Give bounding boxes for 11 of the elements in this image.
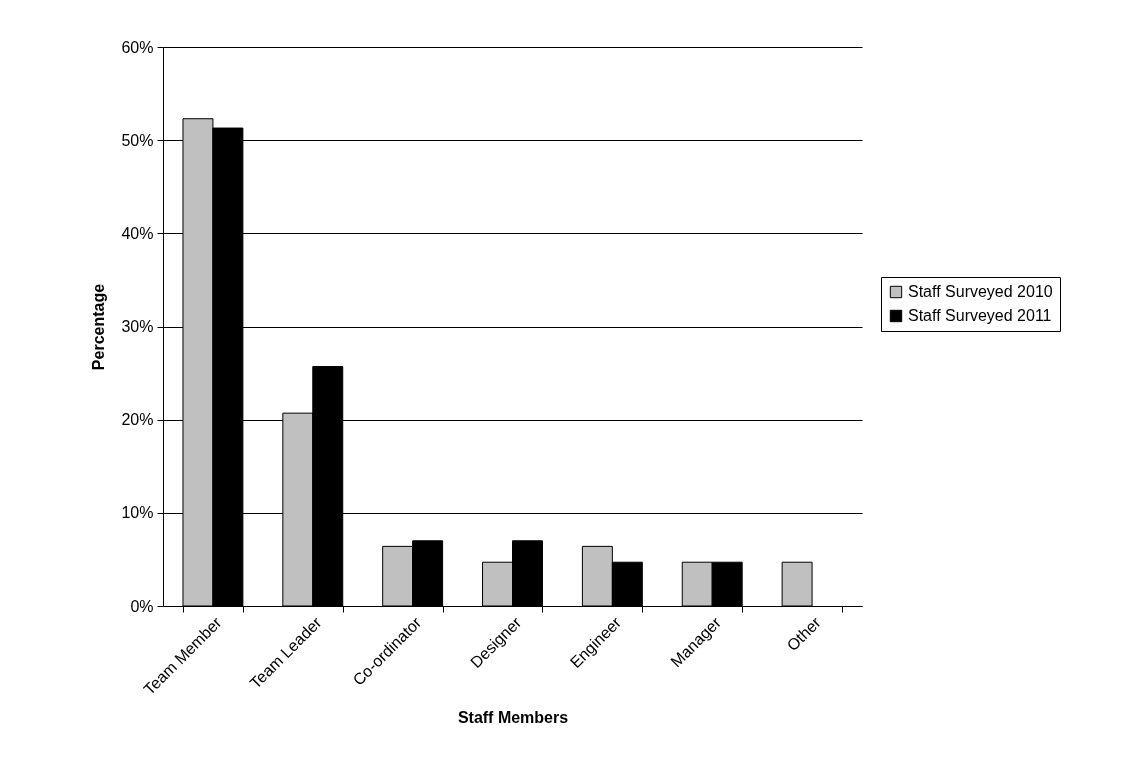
y-tick-label: 40% <box>121 224 154 242</box>
y-tick-label: 10% <box>121 504 154 522</box>
y-tick-label: 0% <box>130 597 154 615</box>
y-axis-title: Percentage <box>90 283 108 371</box>
legend-label: Staff Surveyed 2010 <box>908 283 1053 300</box>
x-axis-title: Staff Members <box>457 709 569 727</box>
y-tick-label: 20% <box>121 411 154 429</box>
y-tick-label: 30% <box>121 318 154 335</box>
y-tick-label: 60% <box>121 38 154 56</box>
y-tick-label: 50% <box>121 131 154 149</box>
legend-label: Staff Surveyed 2011 <box>908 307 1052 324</box>
